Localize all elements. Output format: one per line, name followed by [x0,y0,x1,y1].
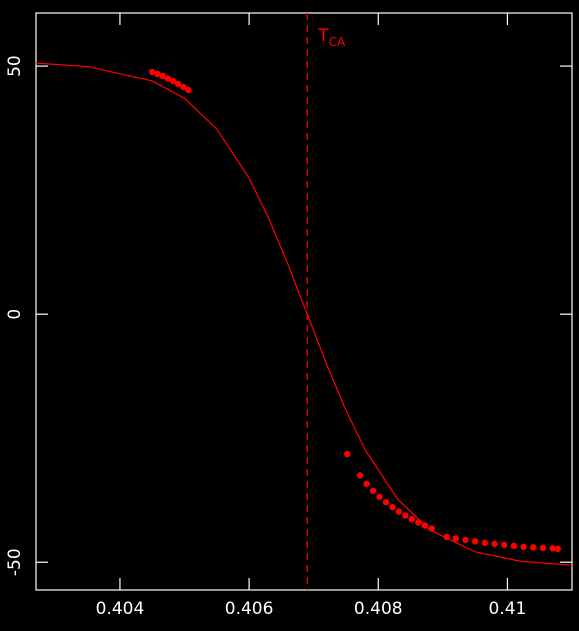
data-point [415,519,422,526]
data-point [185,86,192,94]
data-point [382,498,390,506]
x-tick-label: 0.41 [488,599,526,619]
data-point [539,544,547,552]
tca-letter: T [317,26,329,46]
data-point [443,533,450,541]
x-tick-label: 0.406 [225,599,274,619]
tca-subscript: CA [329,35,346,49]
data-point [356,472,364,479]
data-point [462,536,469,544]
data-point [471,538,479,545]
data-point [369,487,377,494]
data-point [491,540,498,548]
data-point [554,545,561,553]
data-point [510,542,518,550]
data-point [344,450,351,458]
tca-label: TCA [317,26,346,49]
data-point [154,70,161,78]
data-point [376,493,383,500]
data-point [180,83,187,91]
y-tick-label: 0 [5,309,25,320]
data-point [520,543,527,551]
data-point [363,480,370,488]
y-tick-label: -50 [5,548,25,576]
data-point [549,545,556,552]
plot-frame [35,12,573,591]
fit-curve [35,62,573,566]
data-point [530,544,537,551]
y-tick-label: 50 [5,55,25,77]
x-tick-label: 0.404 [96,599,145,619]
data-point [402,512,409,519]
data-point [174,80,182,88]
data-point [408,515,416,523]
data-point [164,75,171,82]
data-point [500,541,508,549]
data-point [452,535,459,542]
data-point [149,68,156,76]
data-point [421,522,428,529]
data-point [159,72,166,80]
x-tick-label: 0.408 [354,599,403,619]
data-point [389,503,396,511]
data-point [428,525,436,532]
data-point [481,539,489,547]
data-point [395,508,403,515]
data-point [169,77,177,85]
